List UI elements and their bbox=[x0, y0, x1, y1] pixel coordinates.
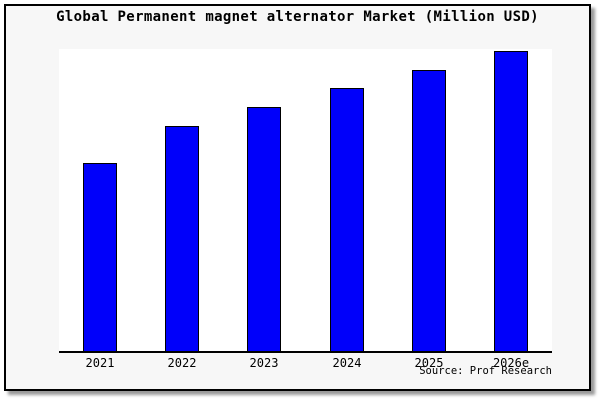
bar-2024 bbox=[330, 88, 364, 351]
x-tick-2022: 2022 bbox=[167, 356, 197, 370]
x-axis-labels: 2021 2022 2023 2024 2025 2026e bbox=[59, 356, 552, 372]
bar-2023 bbox=[247, 107, 281, 351]
bar-2022 bbox=[165, 126, 199, 351]
x-tick-2024: 2024 bbox=[332, 356, 362, 370]
x-tick-2025: 2025 bbox=[414, 356, 444, 370]
bar-2026e bbox=[494, 51, 528, 351]
chart-title: Global Permanent magnet alternator Marke… bbox=[56, 9, 539, 25]
x-tick-2023: 2023 bbox=[249, 356, 279, 370]
source-credit: Source: Prof Research bbox=[419, 365, 552, 377]
chart-card: Global Permanent magnet alternator Marke… bbox=[4, 4, 591, 391]
x-tick-2021: 2021 bbox=[85, 356, 115, 370]
bar-2025 bbox=[412, 70, 446, 351]
plot-area bbox=[59, 49, 552, 353]
bar-2021 bbox=[83, 163, 117, 351]
x-tick-2026e: 2026e bbox=[492, 356, 530, 370]
